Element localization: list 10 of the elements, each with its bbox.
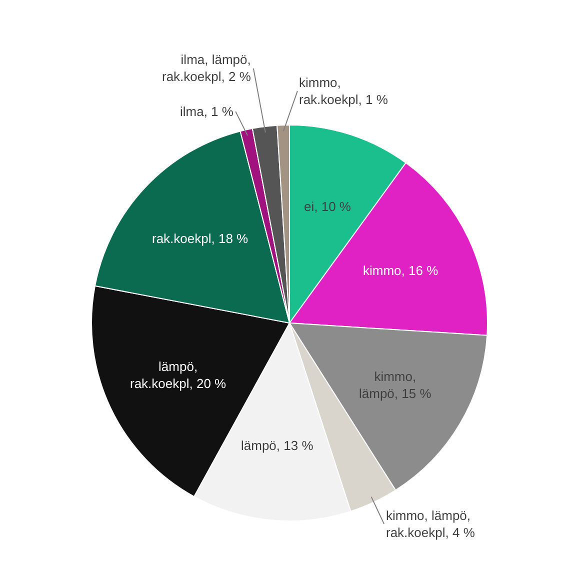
slice-label: ei, 10 % [304, 199, 352, 214]
slice-label: kimmo, lämpö, 15 % [359, 369, 432, 401]
slice-label: rak.koekpl, 18 % [152, 231, 249, 246]
slice-label: kimmo, 16 % [363, 263, 439, 278]
slice-label: ilma, lämpö, rak.koekpl, 2 % [162, 52, 252, 84]
slice-label: kimmo, rak.koekpl, 1 % [299, 75, 388, 107]
slice-label: lämpö, 13 % [241, 438, 314, 453]
slice-label: kimmo, lämpö, rak.koekpl, 4 % [386, 508, 476, 540]
slice-label: lämpö, rak.koekpl, 20 % [130, 359, 227, 391]
slice-label: ilma, 1 % [180, 104, 234, 119]
